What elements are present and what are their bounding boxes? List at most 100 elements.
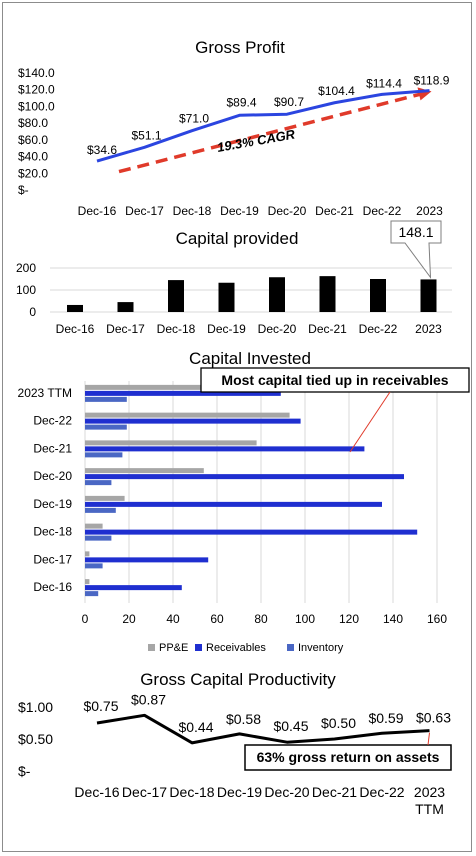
bar-inventory — [85, 452, 123, 458]
x-tick-label: Dec-21 — [312, 784, 357, 800]
x-tick-label: Dec-19 — [220, 204, 259, 218]
gcp-line — [96, 713, 430, 745]
legend-label: PP&E — [159, 642, 188, 654]
bar-receivables — [85, 418, 301, 424]
gross-capital-productivity-chart: Gross Capital Productivity $1.00$0.50$- … — [18, 670, 452, 817]
x-tick-label: 2023 — [416, 204, 443, 218]
y-tick-label: Dec-21 — [33, 441, 72, 455]
x-tick-label: Dec-22 — [363, 204, 402, 218]
capital-bar — [67, 304, 83, 312]
x-tick-label: 2023 — [415, 322, 442, 336]
legend-swatch — [195, 644, 202, 651]
x-tick-label: 40 — [166, 612, 180, 626]
y-tick-label: $80.0 — [18, 116, 48, 130]
data-label: $90.7 — [274, 95, 304, 109]
y-tick-label: $- — [18, 183, 29, 197]
bar-inventory — [85, 535, 112, 541]
legend-swatch — [287, 644, 294, 651]
bar-ppe — [85, 468, 204, 474]
annotation-text: Most capital tied up in receivables — [221, 372, 448, 388]
data-label: $0.87 — [131, 691, 166, 707]
y-tick-label: $100.0 — [18, 99, 55, 113]
bar-receivables — [85, 585, 182, 591]
x-tick-label: 100 — [295, 612, 315, 626]
bar-inventory — [85, 591, 99, 597]
bar-receivables — [85, 446, 365, 452]
y-tick-label: $40.0 — [18, 150, 48, 164]
data-label: $71.0 — [179, 112, 209, 126]
y-tick-label: $- — [18, 763, 31, 779]
x-tick-label: Dec-19 — [217, 784, 262, 800]
y-tick-label: $1.00 — [18, 699, 53, 715]
data-label: $0.59 — [368, 710, 403, 726]
x-tick-line: TTM — [415, 801, 444, 817]
cagr-label: 19.3% CAGR — [216, 126, 297, 155]
x-tick-label: Dec-21 — [315, 204, 354, 218]
x-tick-label: Dec-16 — [56, 322, 95, 336]
y-tick-label: Dec-20 — [33, 469, 72, 483]
y-tick-label: 0 — [29, 305, 36, 319]
y-tick-label: $140.0 — [18, 66, 55, 80]
data-label: $89.4 — [226, 95, 256, 109]
bar-receivables — [85, 501, 382, 507]
x-tick-label: Dec-17 — [122, 784, 167, 800]
x-tick-label: Dec-20 — [264, 784, 309, 800]
bar-inventory — [85, 480, 112, 486]
data-label: $104.4 — [318, 84, 355, 98]
bar-receivables — [85, 557, 209, 563]
capital-provided-chart: Capital provided 200 100 0 Dec-16 Dec-17 Dec… — [16, 220, 452, 336]
y-tick-label: 2023 TTM — [18, 386, 72, 400]
annotation-box — [244, 744, 452, 771]
x-tick-label: Dec-18 — [169, 784, 214, 800]
y-tick-label: Dec-19 — [33, 497, 72, 511]
data-label: $0.50 — [321, 715, 356, 731]
x-tick-label: Dec-16 — [74, 784, 119, 800]
x-tick-label: Dec-17 — [106, 322, 145, 336]
y-tick-label: Dec-16 — [33, 580, 72, 594]
capital-provided-title: Capital provided — [176, 229, 299, 248]
x-tick-label: Dec-21 — [308, 322, 347, 336]
data-label: $0.44 — [178, 719, 213, 735]
capital-bar — [370, 279, 386, 312]
x-tick-label: Dec-19 — [207, 322, 246, 336]
x-tick-label: 160 — [427, 612, 447, 626]
y-tick-label: $120.0 — [18, 83, 55, 97]
data-label: $0.75 — [83, 698, 118, 714]
x-tick-label: 80 — [254, 612, 268, 626]
data-label: $118.9 — [414, 74, 450, 88]
gross-profit-line — [96, 89, 430, 163]
bar-inventory — [85, 563, 103, 569]
trend-line — [118, 92, 420, 174]
x-tick-label: Dec-20 — [268, 204, 307, 218]
capital-invested-chart: Capital Invested 2023 TTM Dec-22 Dec-21 Dec… — [18, 349, 470, 654]
bar-inventory — [85, 424, 127, 430]
bar-ppe — [85, 579, 90, 585]
y-tick-label: 200 — [16, 261, 36, 275]
x-tick-label: 120 — [339, 612, 359, 626]
capital-invested-title: Capital Invested — [189, 349, 311, 368]
gross-profit-chart: Gross Profit $140.0 $120.0 $100.0 $80.0 $60.… — [18, 38, 450, 218]
bar-ppe — [85, 495, 125, 501]
x-tick-label: 2023 TTM — [414, 784, 445, 817]
capital-bar — [420, 279, 437, 312]
x-tick-label: 140 — [383, 612, 403, 626]
bar-receivables — [85, 390, 281, 396]
y-tick-label: Dec-18 — [33, 525, 72, 539]
x-tick-label: 0 — [82, 612, 89, 626]
capital-bar — [269, 277, 285, 312]
x-tick-label: 60 — [210, 612, 224, 626]
x-tick-label: Dec-17 — [125, 204, 164, 218]
legend-swatch — [148, 644, 155, 651]
x-tick-label: Dec-16 — [78, 204, 117, 218]
x-tick-label: Dec-22 — [359, 322, 398, 336]
annotation-box — [200, 367, 470, 393]
annotation-pointer — [349, 391, 391, 453]
gcp-title: Gross Capital Productivity — [140, 670, 336, 689]
data-label: $0.45 — [273, 718, 308, 734]
capital-bar — [117, 302, 134, 312]
trend-arrowhead — [417, 87, 432, 101]
data-label: $0.58 — [226, 711, 261, 727]
bar-ppe — [85, 412, 290, 418]
